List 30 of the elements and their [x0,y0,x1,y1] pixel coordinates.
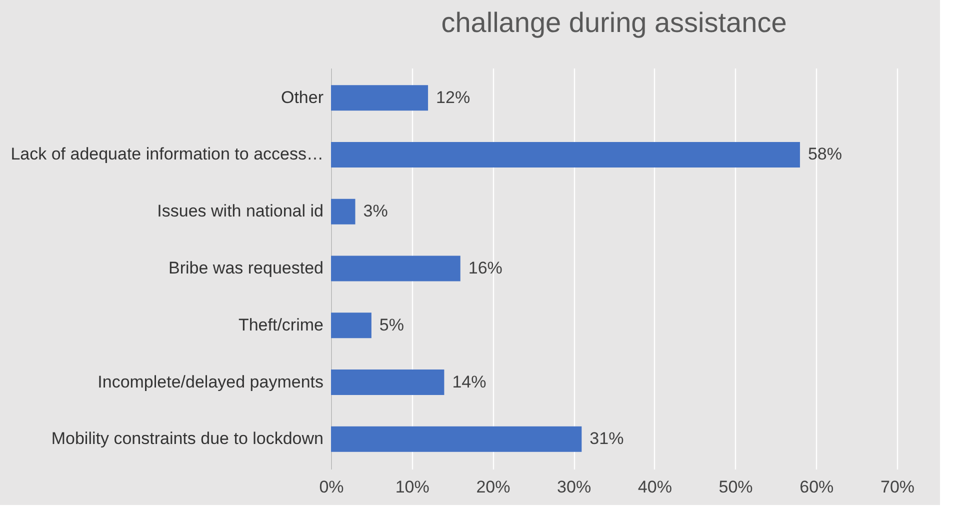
y-tick-label: Mobility constraints due to lockdown [51,429,324,448]
y-tick-label: Lack of adequate information to access… [10,144,324,164]
chart-title: challange during assistance [441,7,787,38]
data-label: 14% [452,372,486,392]
y-tick-label: Issues with national id [157,202,324,221]
bar [331,369,444,396]
x-tick-label: 70% [880,478,915,496]
data-label: 5% [379,315,404,334]
x-tick-label: 20% [476,478,510,496]
bar [331,426,582,452]
x-tick-label: 10% [395,478,430,496]
y-tick-label: Bribe was requested [168,258,324,278]
bar [331,85,428,111]
x-tick-label: 40% [638,478,672,496]
data-label: 58% [808,144,842,164]
bar [331,256,460,282]
x-tick-label: 30% [557,478,592,496]
data-label: 16% [468,258,502,278]
bar [331,312,372,338]
x-tick-label: 60% [800,478,834,496]
y-tick-label: Incomplete/delayed payments [98,372,324,392]
bar [331,142,800,168]
data-label: 31% [590,429,624,448]
y-tick-label: Theft/crime [238,315,324,334]
data-label: 3% [363,202,388,221]
x-tick-label: 50% [718,478,753,496]
x-tick-label: 0% [319,478,344,496]
y-tick-label: Other [280,88,324,107]
data-label: 12% [436,88,470,107]
bar [331,198,356,224]
